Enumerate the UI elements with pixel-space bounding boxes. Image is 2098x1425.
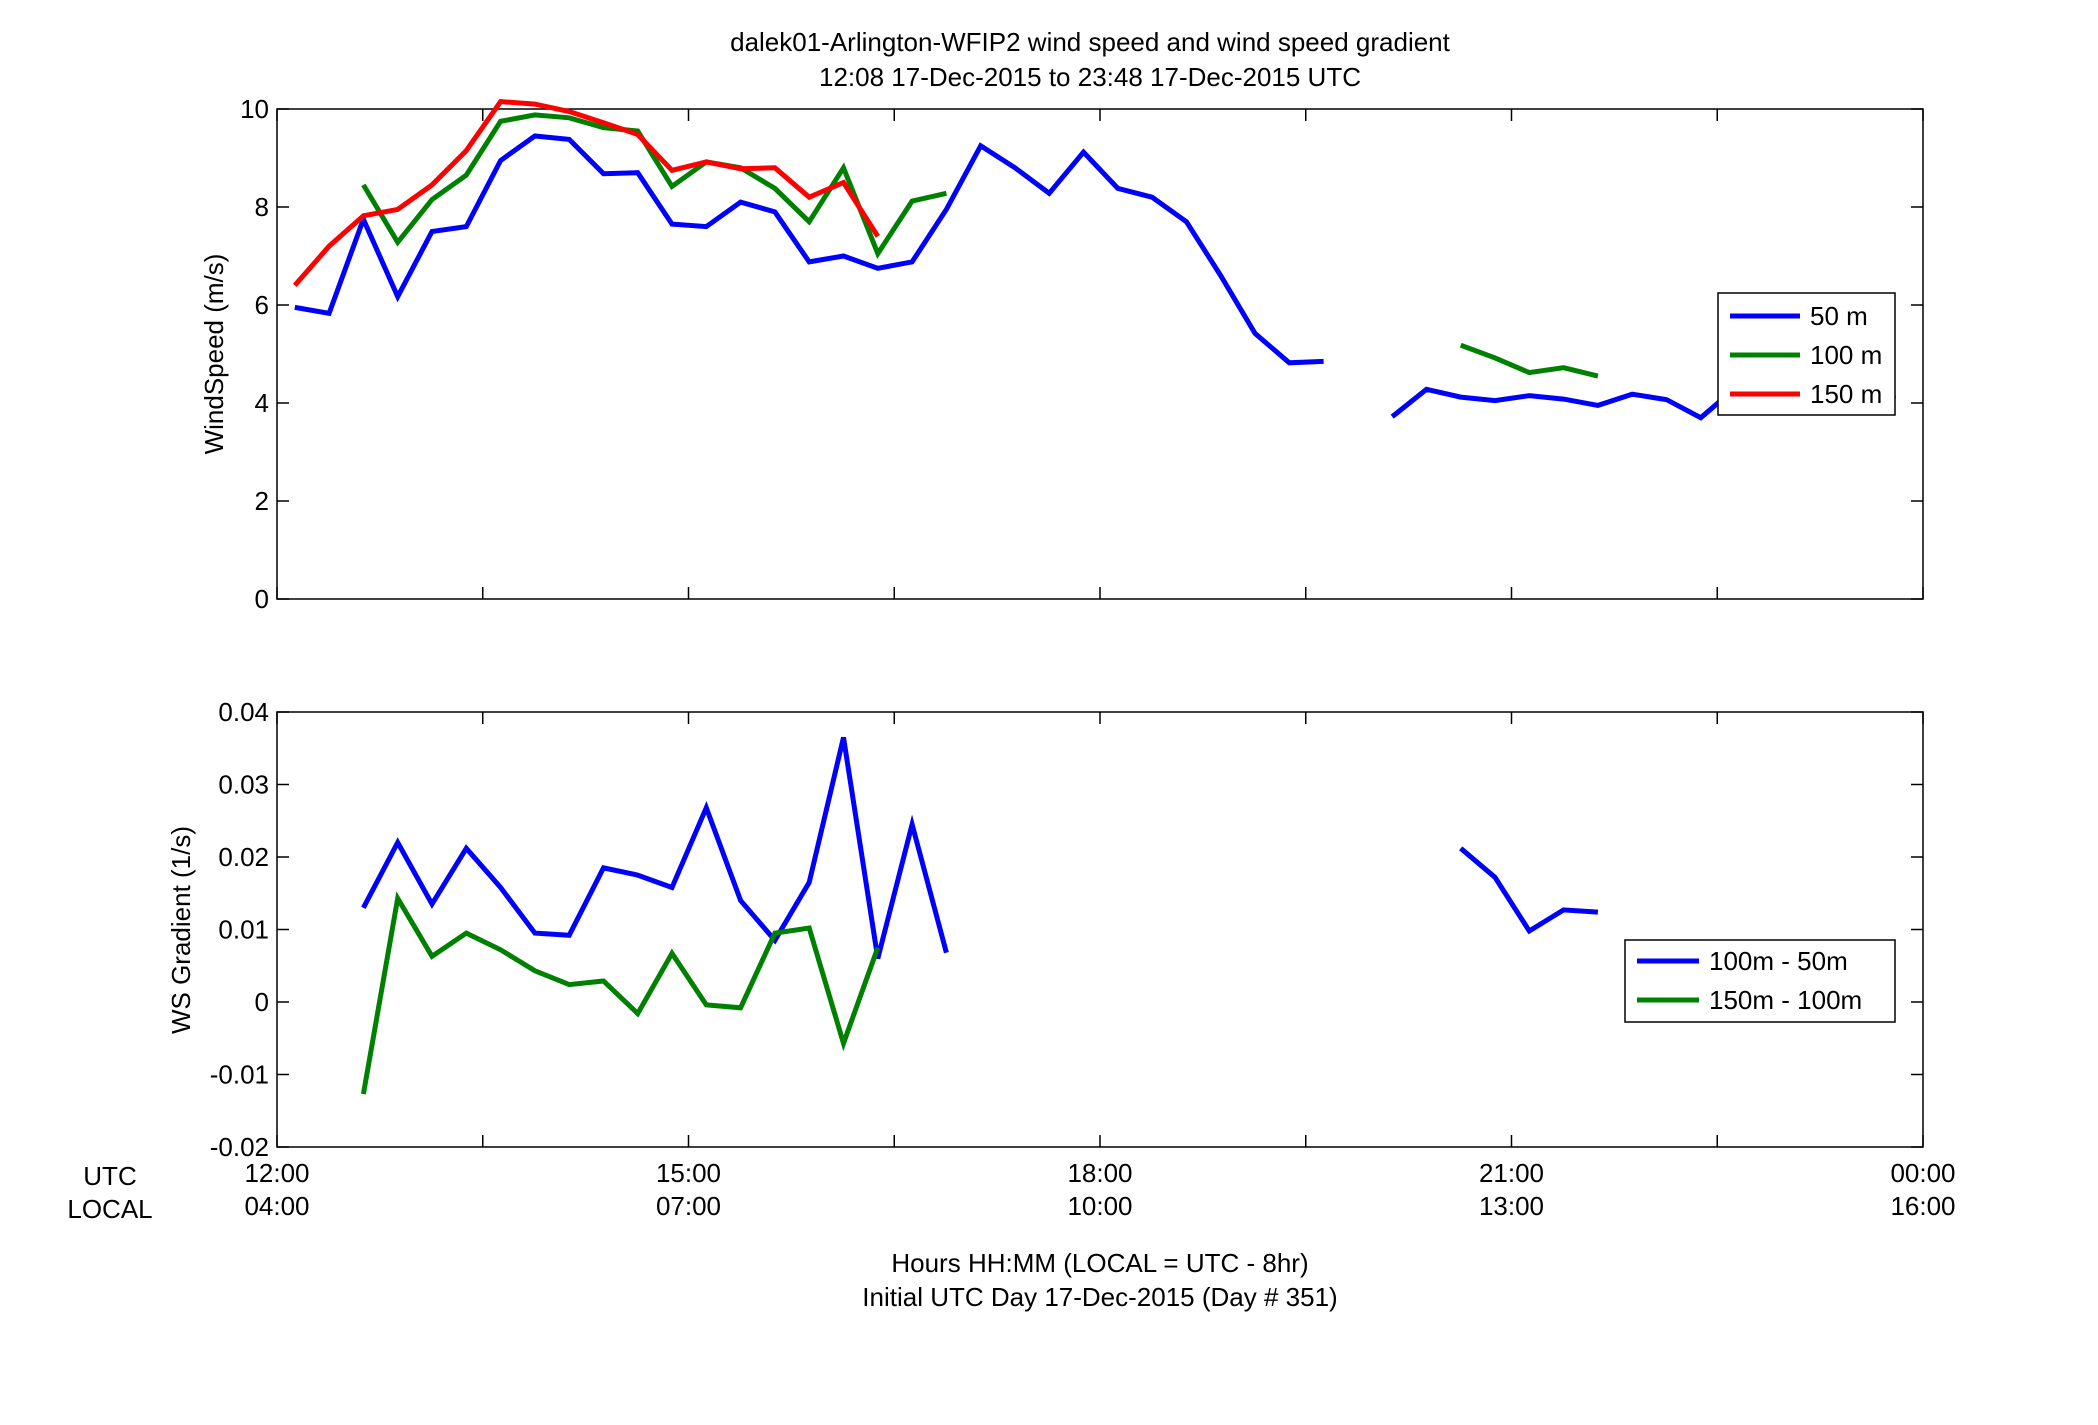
windspeed-y-ticks: 0 2 4 6 8 10: [240, 94, 1923, 614]
windspeed-y-tick-label: 4: [255, 388, 269, 418]
windspeed-y-tick-label: 6: [255, 290, 269, 320]
windspeed-y-tick-label: 0: [255, 584, 269, 614]
x-utc-tick-label: 12:00: [244, 1158, 309, 1188]
windspeed-series-line-0: [294, 133, 1896, 421]
windspeed-series-line-2: [292, 99, 880, 288]
gradient-y-tick-label: 0: [255, 987, 269, 1017]
windspeed-legend: 50 m 100 m 150 m: [1717, 292, 1896, 416]
windspeed-panel: 0 2 4 6 8 10 WindSpeed (m/s) 50 m 100 m 150 m: [199, 94, 1924, 614]
gradient-plot-frame: [276, 711, 1924, 1148]
windspeed-legend-label-2: 150 m: [1810, 379, 1882, 409]
gradient-panel: -0.02 -0.01 0 0.01 0.02 0.03 0.04 WS Gradient …: [166, 697, 1924, 1162]
windspeed-y-tick-label: 2: [255, 486, 269, 516]
x-utc-tick-label: 18:00: [1067, 1158, 1132, 1188]
gradient-series: [360, 736, 1599, 1095]
gradient-y-ticks: -0.02 -0.01 0 0.01 0.02 0.03 0.04: [210, 697, 1923, 1162]
figure-title: dalek01-Arlington-WFIP2 wind speed and w…: [730, 27, 1451, 57]
gradient-y-tick-label: 0.04: [218, 697, 269, 727]
windspeed-legend-label-0: 50 m: [1810, 301, 1868, 331]
windspeed-y-tick-label: 8: [255, 192, 269, 222]
x-utc-tick-labels: 12:00 15:00 18:00 21:00 00:00: [244, 1158, 1955, 1188]
windspeed-y-tick-label: 10: [240, 94, 269, 124]
gradient-legend: 100m - 50m 150m - 100m: [1624, 939, 1896, 1023]
x-axis-sublabel: Initial UTC Day 17-Dec-2015 (Day # 351): [862, 1282, 1337, 1312]
windspeed-legend-label-1: 100 m: [1810, 340, 1882, 370]
gradient-y-tick-label: 0.02: [218, 842, 269, 872]
figure-subtitle: 12:08 17-Dec-2015 to 23:48 17-Dec-2015 U…: [819, 62, 1361, 92]
x-local-tick-label: 16:00: [1890, 1191, 1955, 1221]
gradient-series-line-0: [361, 736, 1599, 960]
x-local-tick-label: 07:00: [656, 1191, 721, 1221]
x-utc-tick-label: 00:00: [1890, 1158, 1955, 1188]
gradient-x-ticks: [276, 712, 1924, 1147]
gradient-y-tick-label: -0.01: [210, 1060, 269, 1090]
x-local-tick-labels: 04:00 07:00 10:00 13:00 16:00: [244, 1191, 1955, 1221]
windspeed-series: [292, 99, 1896, 421]
x-local-tick-label: 13:00: [1479, 1191, 1544, 1221]
x-local-tick-label: 10:00: [1067, 1191, 1132, 1221]
windspeed-series-line-1: [361, 112, 1599, 379]
gradient-y-axis-label: WS Gradient (1/s): [166, 826, 196, 1034]
x-local-tick-label: 04:00: [244, 1191, 309, 1221]
gradient-series-line-1: [360, 891, 881, 1095]
gradient-legend-label-0: 100m - 50m: [1709, 946, 1848, 976]
x-utc-tick-label: 15:00: [656, 1158, 721, 1188]
gradient-legend-label-1: 150m - 100m: [1709, 985, 1862, 1015]
gradient-y-tick-label: -0.02: [210, 1132, 269, 1162]
utc-row-label: UTC: [83, 1161, 136, 1191]
x-axis-label: Hours HH:MM (LOCAL = UTC - 8hr): [891, 1248, 1308, 1278]
gradient-y-tick-label: 0.01: [218, 915, 269, 945]
windspeed-x-ticks: [276, 109, 1924, 599]
local-row-label: LOCAL: [67, 1194, 152, 1224]
x-utc-tick-label: 21:00: [1479, 1158, 1544, 1188]
gradient-legend-box: [1624, 939, 1896, 1023]
windspeed-y-axis-label: WindSpeed (m/s): [199, 254, 229, 455]
gradient-y-tick-label: 0.03: [218, 770, 269, 800]
windspeed-plot-frame: [276, 108, 1924, 600]
